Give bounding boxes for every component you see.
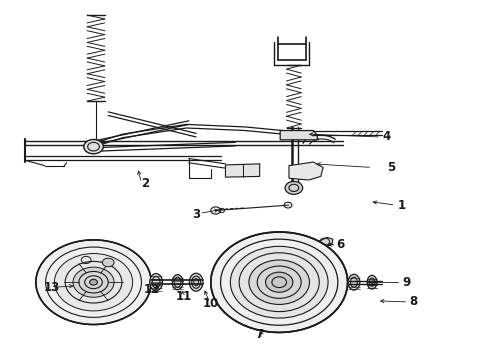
- Circle shape: [54, 253, 133, 311]
- Text: 12: 12: [144, 283, 160, 296]
- Text: 3: 3: [192, 208, 200, 221]
- Text: 6: 6: [336, 238, 344, 251]
- Text: 13: 13: [44, 281, 60, 294]
- Ellipse shape: [367, 275, 377, 289]
- Text: 4: 4: [383, 130, 391, 144]
- Ellipse shape: [150, 274, 162, 291]
- Text: 11: 11: [176, 290, 192, 303]
- Circle shape: [73, 267, 114, 297]
- Circle shape: [266, 272, 293, 292]
- Text: 8: 8: [410, 296, 417, 309]
- Ellipse shape: [189, 273, 203, 291]
- Circle shape: [84, 139, 103, 154]
- Text: 2: 2: [141, 177, 149, 190]
- Circle shape: [90, 279, 98, 285]
- Text: 9: 9: [402, 276, 410, 289]
- Polygon shape: [225, 164, 260, 177]
- Text: 5: 5: [388, 161, 396, 174]
- Text: 7: 7: [256, 328, 264, 341]
- Circle shape: [36, 240, 151, 324]
- Circle shape: [102, 258, 114, 267]
- Ellipse shape: [172, 275, 183, 290]
- Circle shape: [230, 246, 328, 318]
- Text: 10: 10: [203, 297, 219, 310]
- Text: 1: 1: [397, 199, 405, 212]
- Ellipse shape: [348, 274, 360, 290]
- Polygon shape: [280, 131, 318, 140]
- Circle shape: [211, 232, 347, 332]
- Polygon shape: [289, 162, 323, 180]
- Circle shape: [249, 260, 310, 305]
- Polygon shape: [318, 237, 333, 247]
- Circle shape: [285, 181, 303, 194]
